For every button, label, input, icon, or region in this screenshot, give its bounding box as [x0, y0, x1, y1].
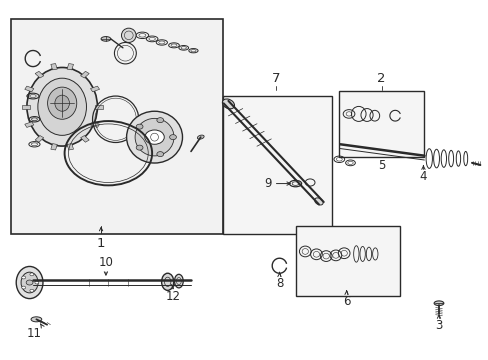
Bar [25, 86, 34, 92]
Bar [90, 86, 100, 92]
Text: 11: 11 [26, 327, 41, 340]
Text: 12: 12 [165, 290, 180, 303]
Circle shape [21, 276, 25, 279]
Ellipse shape [433, 301, 443, 306]
Ellipse shape [197, 135, 203, 139]
Ellipse shape [121, 28, 136, 42]
Circle shape [26, 280, 33, 285]
Ellipse shape [174, 274, 183, 288]
Circle shape [157, 152, 163, 157]
Ellipse shape [101, 37, 111, 41]
Bar [51, 63, 57, 70]
Ellipse shape [27, 67, 97, 146]
Bar [67, 144, 73, 150]
Bar [35, 135, 43, 142]
Ellipse shape [222, 99, 234, 109]
Circle shape [21, 286, 25, 289]
Bar [22, 105, 30, 109]
Text: 3: 3 [434, 319, 442, 332]
Text: 2: 2 [377, 72, 385, 85]
Ellipse shape [126, 111, 182, 163]
Circle shape [136, 124, 142, 129]
Text: 4: 4 [419, 170, 427, 183]
Circle shape [30, 289, 34, 292]
Bar [90, 122, 100, 127]
Circle shape [157, 118, 163, 123]
Bar [35, 71, 43, 78]
Circle shape [30, 273, 34, 276]
Ellipse shape [135, 118, 174, 156]
Bar [95, 105, 102, 109]
Bar [67, 63, 73, 70]
Bar [81, 71, 89, 78]
Text: 8: 8 [275, 277, 283, 290]
Text: 6: 6 [342, 296, 349, 309]
Ellipse shape [161, 273, 173, 291]
Ellipse shape [21, 272, 38, 293]
Bar [295, 226, 399, 296]
Ellipse shape [16, 266, 43, 298]
Bar [51, 144, 57, 150]
Ellipse shape [47, 87, 77, 119]
Ellipse shape [31, 317, 41, 322]
Bar [339, 91, 424, 157]
Circle shape [169, 135, 176, 140]
Ellipse shape [55, 95, 69, 111]
Text: 7: 7 [271, 72, 280, 85]
Bar [25, 122, 34, 127]
Ellipse shape [38, 78, 86, 135]
Bar [81, 135, 89, 142]
Bar [11, 19, 222, 234]
Text: 1: 1 [97, 237, 105, 250]
Circle shape [144, 130, 164, 144]
Text: 5: 5 [377, 159, 385, 172]
Bar [222, 96, 331, 234]
Ellipse shape [314, 198, 323, 205]
Circle shape [35, 281, 39, 284]
Circle shape [136, 145, 142, 150]
Text: 10: 10 [98, 256, 113, 269]
Text: 9: 9 [264, 177, 272, 190]
